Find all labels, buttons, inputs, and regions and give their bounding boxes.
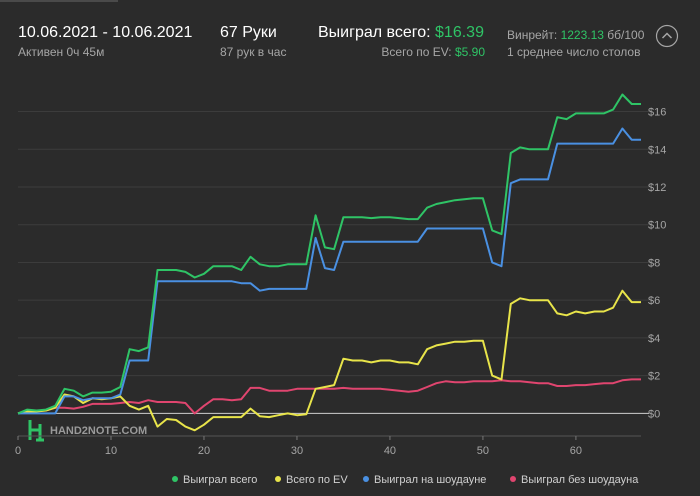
active-time: Активен 0ч 45м <box>18 45 105 59</box>
winrate-unit: бб/100 <box>607 28 645 42</box>
x-tick-label: 50 <box>477 445 489 457</box>
legend-won-total[interactable]: Выиграл всего <box>172 474 257 486</box>
ev-total-label: Всего по EV: <box>381 45 452 59</box>
x-tick-label: 20 <box>198 445 210 457</box>
legend-dot-icon <box>510 476 516 483</box>
legend-label: Выиграл на шоудауне <box>374 474 487 486</box>
y-tick-label: $10 <box>648 220 666 232</box>
y-tick-label: $14 <box>648 144 666 156</box>
won-total-label: Выиграл всего: <box>318 24 431 41</box>
series-line-ev <box>17 289 641 432</box>
collapse-button[interactable] <box>655 24 679 48</box>
ev-total-value: $5.90 <box>454 45 485 59</box>
y-tick-label: $12 <box>648 182 666 194</box>
watermark-text: HAND2NOTE.COM <box>50 425 147 437</box>
y-tick-label: $16 <box>648 107 666 119</box>
legend-label: Выиграл без шоудауна <box>521 474 639 486</box>
legend-showdown[interactable]: Выиграл на шоудауне <box>363 474 486 486</box>
x-tick-label: 60 <box>570 445 582 457</box>
legend-dot-icon <box>172 476 178 483</box>
y-tick-label: $2 <box>648 371 660 383</box>
series-line-non-showdown <box>17 378 641 415</box>
axis-labels: $0 $2 $4 $6 $8 $10 $12 $14 $16 0 10 20 30 40 50 60 <box>15 107 666 457</box>
winrate: Винрейт: 1223.13 бб/100 <box>507 28 644 42</box>
winrate-label: Винрейт: <box>507 28 558 42</box>
legend-dot-icon <box>363 476 369 483</box>
x-tick-label: 0 <box>15 445 21 457</box>
winrate-value: 1223.13 <box>560 28 604 42</box>
hands-count: 67 Руки <box>220 24 277 41</box>
won-total-value: $16.39 <box>435 24 484 41</box>
legend-label: Выиграл всего <box>183 474 258 486</box>
avg-tables: 1 среднее число столов <box>507 45 641 59</box>
y-tick-label: $6 <box>648 295 660 307</box>
chevron-up-icon <box>655 24 679 48</box>
legend-label: Всего по EV <box>286 474 348 486</box>
legend-dot-icon <box>275 476 281 483</box>
series-line-showdown <box>18 127 641 415</box>
x-tick-label: 40 <box>384 445 396 457</box>
legend-non-showdown[interactable]: Выиграл без шоудауна <box>510 474 638 486</box>
ev-total: Всего по EV: $5.90 <box>381 45 485 59</box>
header-divider <box>0 0 118 2</box>
y-tick-label: $8 <box>648 257 660 269</box>
x-tick-label: 10 <box>105 445 117 457</box>
y-tick-label: $0 <box>648 408 660 420</box>
date-range: 10.06.2021 - 10.06.2021 <box>18 24 193 41</box>
series-line-won-total <box>17 93 641 415</box>
legend-ev[interactable]: Всего по EV <box>275 474 348 486</box>
hands-per-hour: 87 рук в час <box>220 45 287 59</box>
won-total: Выиграл всего: $16.39 <box>318 24 484 42</box>
series-lines <box>17 93 641 432</box>
hand2note-watermark: HAND2NOTE.COM <box>28 420 147 442</box>
x-tick-label: 30 <box>291 445 303 457</box>
y-tick-label: $4 <box>648 333 660 345</box>
